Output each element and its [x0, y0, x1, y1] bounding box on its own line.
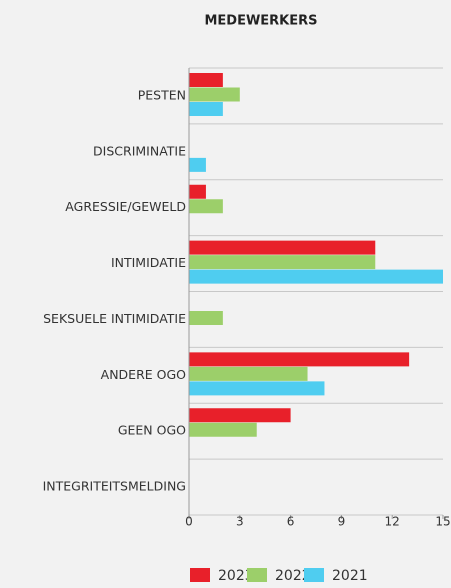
x-tick-label: 15 — [435, 515, 450, 529]
bar — [189, 102, 223, 116]
y-tick-label: ANDERE OGO — [101, 367, 187, 382]
bar — [189, 408, 291, 423]
bar — [189, 184, 206, 199]
y-tick-label: PESTEN — [138, 87, 186, 102]
legend-label: 2021 — [332, 568, 368, 584]
bar — [189, 73, 223, 87]
bar — [189, 381, 325, 396]
bar — [189, 199, 223, 214]
bar — [189, 366, 308, 381]
bar — [189, 87, 240, 102]
x-tick-label: 9 — [338, 515, 346, 529]
bar — [189, 269, 443, 284]
y-tick-label: INTEGRITEITSMELDING — [43, 479, 186, 494]
chart-title: MEDEWERKERS — [204, 14, 317, 29]
legend-label: 2023 — [218, 568, 254, 584]
bar — [189, 157, 206, 172]
bar — [189, 422, 257, 437]
bar — [189, 240, 376, 255]
legend-swatch — [247, 568, 267, 582]
x-tick-label: 6 — [287, 515, 295, 529]
y-tick-label: AGRESSIE/GEWELD — [65, 199, 186, 214]
legend-swatch — [304, 568, 324, 582]
bar — [189, 352, 410, 367]
y-tick-label: INTIMIDATIE — [111, 255, 186, 270]
legend-swatch — [190, 568, 210, 582]
y-tick-label: SEKSUELE INTIMIDATIE — [43, 311, 186, 326]
legend-label: 2022 — [275, 568, 311, 584]
x-tick-label: 0 — [185, 515, 193, 529]
bar — [189, 255, 376, 270]
y-tick-label: DISCRIMINATIE — [93, 143, 186, 158]
bar — [189, 311, 223, 325]
y-tick-label: GEEN OGO — [118, 423, 186, 438]
x-tick-label: 3 — [236, 515, 244, 529]
x-tick-label: 12 — [385, 515, 400, 529]
